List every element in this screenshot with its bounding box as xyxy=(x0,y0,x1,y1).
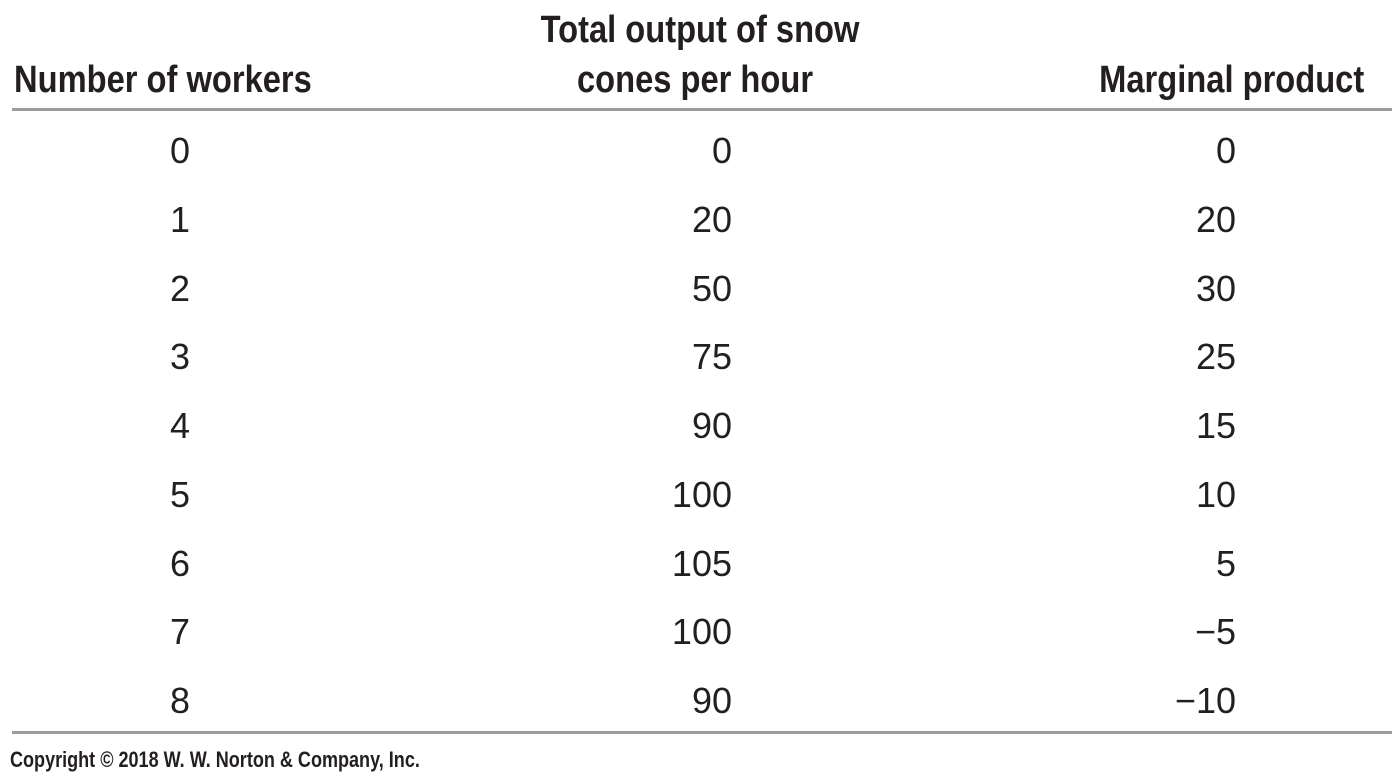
header-total-output-line1: Total output of snow xyxy=(540,9,860,51)
table-row: 1 20 20 xyxy=(0,186,1400,255)
cell-marginal-product: 5 xyxy=(1215,542,1236,584)
cell-total-output: 105 xyxy=(671,542,732,584)
copyright-notice: Copyright © 2018 W. W. Norton & Company,… xyxy=(10,747,420,772)
table-row: 5 100 10 xyxy=(0,461,1400,530)
cell-marginal-product: −10 xyxy=(1174,680,1236,721)
header-total-output-line2: cones per hour xyxy=(576,59,814,101)
cell-workers: 2 xyxy=(169,267,191,309)
table-row: 2 50 30 xyxy=(0,255,1400,324)
cell-marginal-product: 10 xyxy=(1195,473,1236,515)
table-row: 4 90 15 xyxy=(0,392,1400,461)
table-row: 3 75 25 xyxy=(0,323,1400,392)
header-number-of-workers: Number of workers xyxy=(14,59,312,101)
cell-workers: 8 xyxy=(169,680,191,721)
table-row: 8 90 −10 xyxy=(0,667,1400,736)
cell-marginal-product: 0 xyxy=(1215,130,1236,171)
cell-workers: 5 xyxy=(169,473,191,515)
cell-total-output: 0 xyxy=(711,130,732,171)
cell-workers: 6 xyxy=(169,542,191,584)
header-marginal-product: Marginal product xyxy=(1098,59,1364,101)
cell-marginal-product: 15 xyxy=(1195,405,1236,446)
cell-workers: 7 xyxy=(169,611,191,653)
cell-total-output: 75 xyxy=(691,336,732,378)
table-top-rule xyxy=(12,108,1392,111)
table-row: 0 0 0 xyxy=(0,117,1400,186)
table-bottom-rule xyxy=(12,731,1392,734)
table-row: 7 100 −5 xyxy=(0,598,1400,667)
table-body: 0 0 0 1 20 20 2 50 30 3 75 25 4 90 15 5 … xyxy=(0,117,1400,736)
cell-marginal-product: −5 xyxy=(1194,611,1236,653)
cell-total-output: 20 xyxy=(691,198,732,240)
cell-workers: 3 xyxy=(169,336,191,378)
cell-total-output: 90 xyxy=(691,680,732,721)
cell-total-output: 100 xyxy=(671,611,732,653)
cell-total-output: 50 xyxy=(691,267,732,309)
cell-workers: 0 xyxy=(169,130,191,171)
cell-total-output: 100 xyxy=(671,473,732,515)
cell-workers: 4 xyxy=(169,405,191,446)
cell-total-output: 90 xyxy=(691,405,732,446)
cell-marginal-product: 20 xyxy=(1195,198,1236,240)
table-row: 6 105 5 xyxy=(0,530,1400,599)
cell-workers: 1 xyxy=(169,198,191,240)
cell-marginal-product: 30 xyxy=(1195,267,1236,309)
cell-marginal-product: 25 xyxy=(1195,336,1236,378)
